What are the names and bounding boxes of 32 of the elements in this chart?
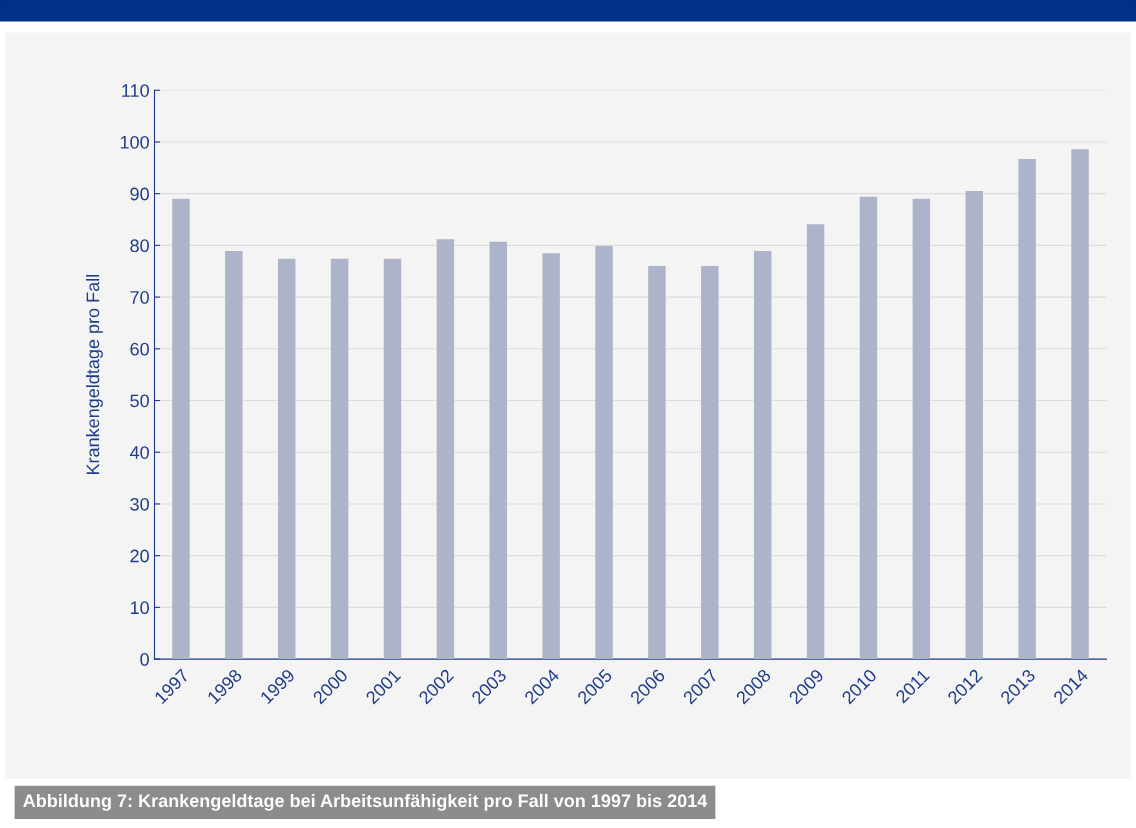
y-tick-label: 20 bbox=[130, 549, 149, 563]
y-tick-label: 10 bbox=[130, 601, 149, 615]
bar bbox=[277, 258, 296, 660]
y-tick-label: 100 bbox=[120, 135, 149, 149]
bar bbox=[172, 198, 190, 660]
bar bbox=[542, 253, 560, 660]
bar bbox=[225, 251, 243, 660]
bar bbox=[965, 191, 983, 660]
bar bbox=[595, 245, 613, 660]
bar bbox=[806, 224, 825, 660]
bar bbox=[436, 239, 455, 660]
bar bbox=[1071, 149, 1089, 660]
y-tick-label: 50 bbox=[130, 394, 149, 408]
bar bbox=[912, 198, 931, 660]
y-tick-label: 0 bbox=[140, 653, 149, 666]
bar bbox=[648, 266, 666, 660]
y-tick-label: 60 bbox=[130, 342, 149, 356]
bar bbox=[383, 258, 402, 660]
y-tick-label: 80 bbox=[130, 239, 149, 253]
y-tick-label: 90 bbox=[130, 187, 149, 201]
bar bbox=[1018, 159, 1036, 660]
text: Abbildung 7: Krankengeldtage bei Arbeitsunfähigkeit pro Fall von 1997 bis 2014 bbox=[23, 793, 708, 811]
bar bbox=[701, 266, 719, 660]
y-tick-label: 40 bbox=[129, 446, 149, 459]
y-tick-label: 70 bbox=[130, 291, 149, 304]
bar bbox=[489, 241, 507, 660]
bar bbox=[753, 251, 772, 660]
y-axis-title: Krankengeldtage pro Fall bbox=[86, 274, 103, 475]
y-tick-label: 30 bbox=[130, 497, 149, 511]
bar bbox=[859, 196, 878, 660]
y-tick-label: 110 bbox=[122, 84, 149, 97]
bar bbox=[330, 258, 349, 660]
